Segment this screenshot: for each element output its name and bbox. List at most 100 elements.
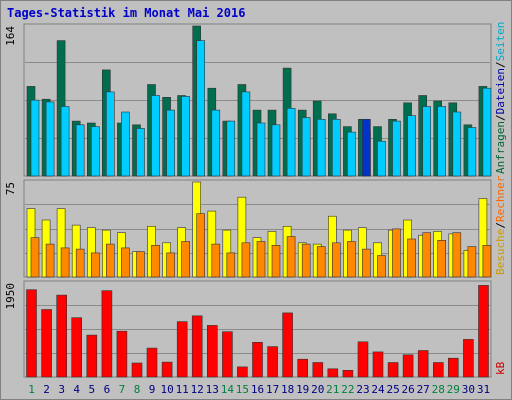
bar-middle-Rechner-30 — [467, 246, 477, 278]
x-tick-11: 11 — [176, 383, 189, 396]
bar-middle-Rechner-6 — [106, 243, 115, 278]
bar-bottom-kB-31 — [478, 285, 489, 378]
bar-bottom-kB-11 — [176, 321, 188, 378]
bar-bottom-kB-8 — [131, 362, 143, 378]
x-tick-14: 14 — [221, 383, 235, 396]
ymax-label-top: 164 — [4, 26, 17, 46]
bar-bottom-kB-26 — [402, 354, 414, 378]
bar-middle-Rechner-10 — [166, 252, 175, 278]
x-tick-10: 10 — [160, 383, 173, 396]
x-tick-3: 3 — [58, 383, 65, 396]
x-tick-22: 22 — [341, 383, 354, 396]
bar-middle-Rechner-14 — [226, 252, 236, 278]
bar-top-Seiten-11 — [181, 96, 190, 177]
bar-bottom-kB-16 — [252, 341, 263, 378]
series-label-top: Anfragen/Dateien/Seiten — [494, 22, 507, 174]
chart-title: Tages-Statistik im Monat Mai 2016 — [7, 6, 246, 20]
bar-middle-Rechner-11 — [181, 241, 190, 278]
bar-top-Seiten-25 — [392, 120, 401, 177]
series-label-part: Besuche — [494, 229, 507, 275]
bar-top-Seiten-1 — [30, 99, 40, 177]
bar-bottom-kB-20 — [312, 362, 324, 378]
bar-middle-Rechner-8 — [136, 251, 145, 278]
bar-bottom-kB-12 — [191, 315, 203, 378]
bar-bottom-kB-5 — [86, 334, 98, 378]
bar-top-Seiten-26 — [407, 115, 416, 177]
x-tick-31: 31 — [477, 383, 490, 396]
bar-top-Seiten-7 — [121, 111, 130, 177]
bar-middle-Rechner-12 — [196, 213, 205, 278]
bar-bottom-kB-10 — [161, 361, 173, 378]
bar-top-Seiten-8 — [136, 128, 145, 177]
x-tick-26: 26 — [401, 383, 414, 396]
bar-top-Dateien-23 — [362, 119, 371, 177]
x-tick-23: 23 — [356, 383, 369, 396]
bar-middle-Rechner-18 — [286, 236, 296, 278]
ymax-label-middle: 75 — [4, 182, 17, 195]
x-tick-15: 15 — [236, 383, 249, 396]
bar-middle-Rechner-23 — [362, 248, 371, 278]
bar-top-Seiten-28 — [437, 106, 447, 177]
x-tick-5: 5 — [88, 383, 95, 396]
series-label-part: Rechner — [494, 175, 507, 222]
bar-bottom-kB-21 — [327, 368, 339, 378]
bar-middle-Rechner-16 — [256, 241, 266, 278]
x-tick-12: 12 — [191, 383, 204, 396]
bar-middle-Rechner-31 — [482, 245, 492, 278]
bar-bottom-kB-9 — [146, 347, 158, 378]
bar-middle-Rechner-20 — [316, 246, 326, 278]
bar-middle-Rechner-5 — [91, 252, 100, 278]
bar-top-Seiten-17 — [271, 124, 281, 177]
bar-bottom-kB-18 — [282, 312, 293, 378]
x-tick-24: 24 — [371, 383, 385, 396]
bar-middle-Rechner-28 — [437, 240, 447, 278]
bar-bottom-kB-17 — [267, 346, 278, 378]
x-tick-7: 7 — [119, 383, 126, 396]
bar-bottom-kB-14 — [222, 331, 233, 378]
bar-top-Seiten-5 — [91, 126, 100, 177]
x-tick-28: 28 — [432, 383, 445, 396]
bar-bottom-kB-22 — [342, 369, 354, 378]
x-tick-16: 16 — [251, 383, 264, 396]
bar-bottom-kB-30 — [463, 339, 474, 378]
bar-top-Seiten-16 — [256, 122, 266, 177]
bar-top-Seiten-19 — [301, 117, 311, 177]
bar-bottom-kB-1 — [26, 289, 37, 378]
series-label-bottom: kB — [494, 361, 507, 375]
bar-middle-Rechner-15 — [241, 242, 251, 278]
series-label-part: Seiten — [494, 22, 507, 62]
x-tick-19: 19 — [296, 383, 309, 396]
x-tick-29: 29 — [447, 383, 460, 396]
bar-bottom-kB-27 — [417, 350, 429, 378]
bar-middle-Rechner-29 — [452, 232, 462, 278]
series-label-part: / — [494, 114, 507, 121]
x-tick-18: 18 — [281, 383, 294, 396]
bar-top-Seiten-2 — [45, 101, 55, 177]
bar-middle-Rechner-25 — [392, 228, 401, 278]
bar-top-Seiten-31 — [482, 87, 492, 177]
bar-top-Seiten-6 — [106, 91, 115, 177]
bar-middle-Rechner-2 — [45, 243, 55, 278]
bar-top-Seiten-15 — [241, 91, 251, 177]
x-tick-2: 2 — [43, 383, 50, 396]
x-tick-6: 6 — [104, 383, 111, 396]
x-tick-4: 4 — [73, 383, 80, 396]
series-label-part: Dateien — [494, 68, 507, 114]
bar-bottom-kB-24 — [372, 351, 384, 378]
bar-middle-Rechner-1 — [30, 237, 40, 278]
bar-bottom-kB-2 — [41, 309, 52, 378]
bar-bottom-kB-13 — [207, 325, 218, 378]
bar-top-Seiten-14 — [226, 120, 236, 177]
bar-bottom-kB-28 — [432, 362, 444, 378]
bar-top-Seiten-18 — [286, 108, 296, 177]
bar-middle-Rechner-19 — [301, 243, 311, 278]
x-tick-8: 8 — [134, 383, 141, 396]
bar-middle-Rechner-22 — [347, 241, 356, 278]
bar-bottom-kB-25 — [387, 362, 399, 378]
bar-middle-Rechner-13 — [211, 243, 221, 278]
bar-top-Seiten-24 — [377, 140, 386, 177]
bar-middle-Rechner-3 — [60, 247, 70, 278]
bar-middle-Rechner-21 — [331, 242, 341, 278]
bar-bottom-kB-4 — [71, 317, 82, 378]
